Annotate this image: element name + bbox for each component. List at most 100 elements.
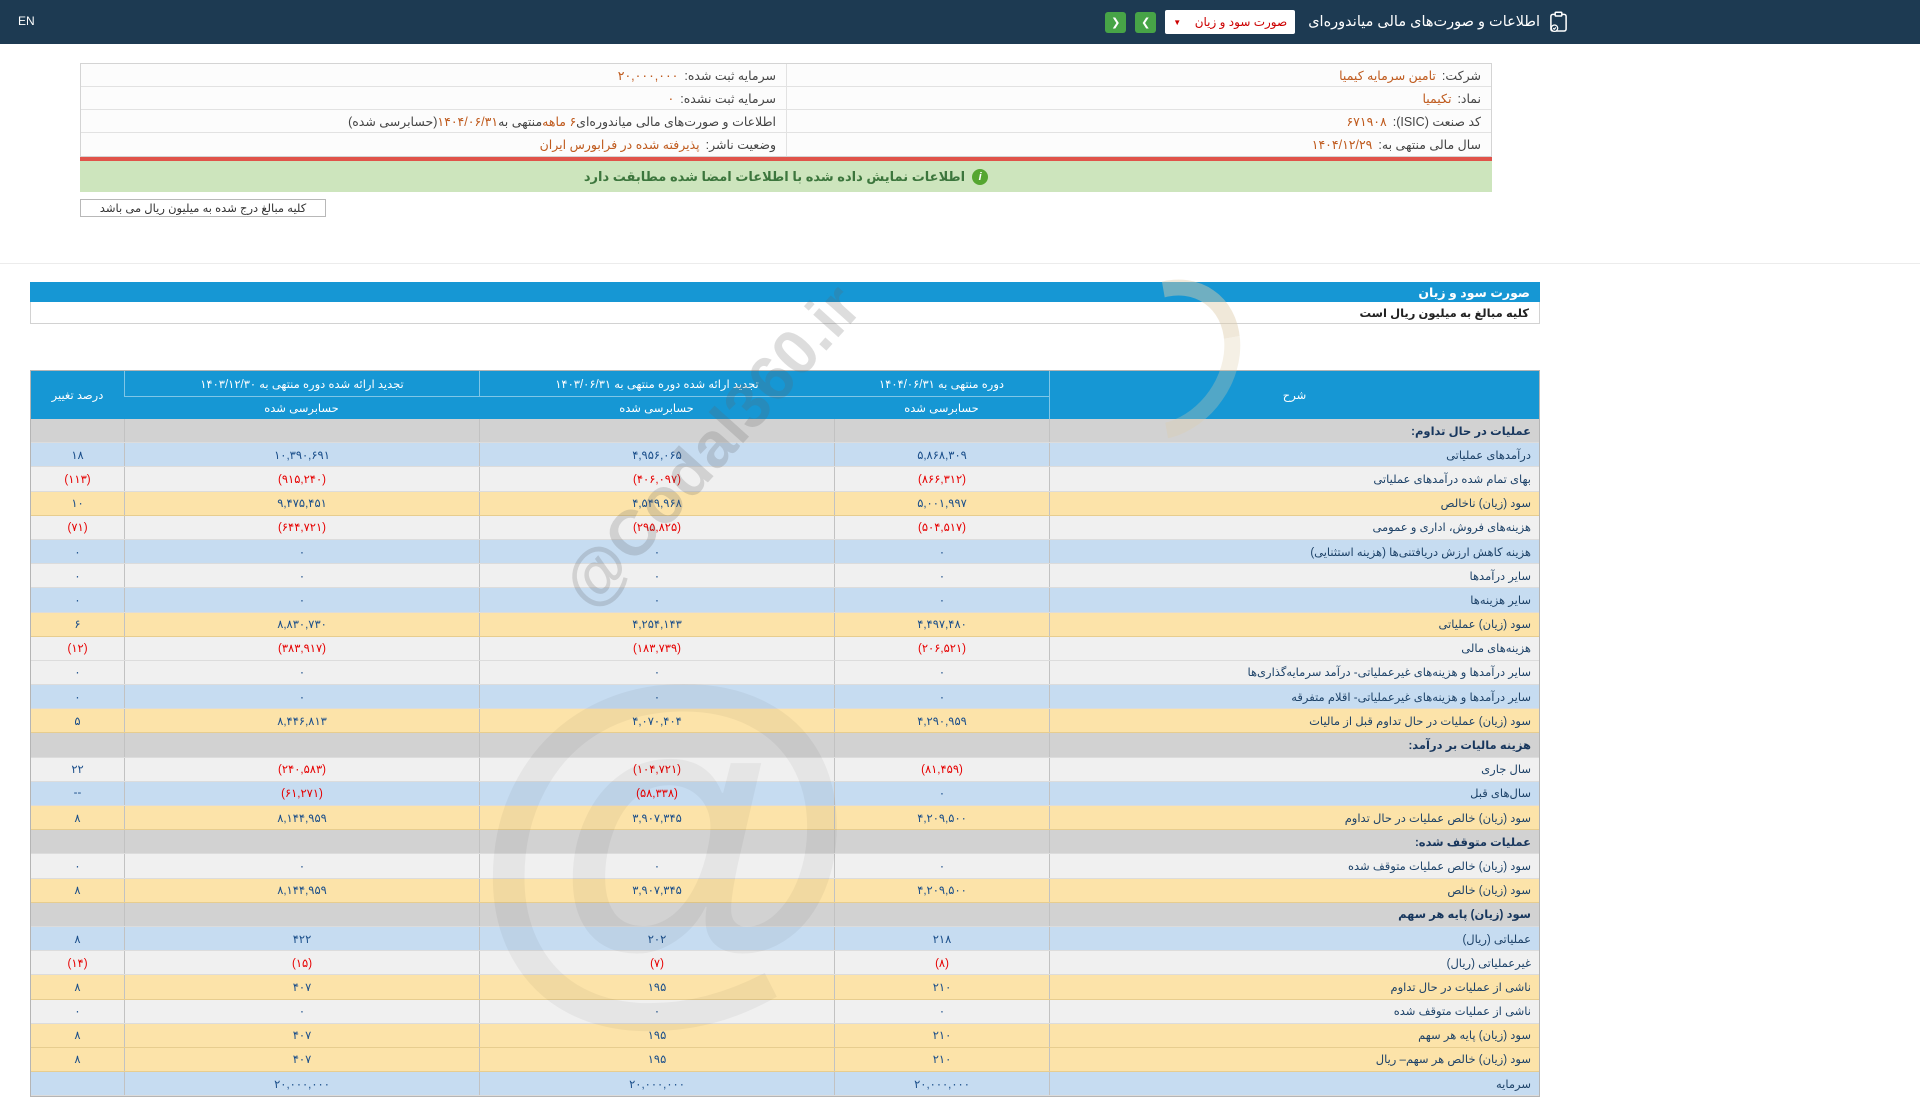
row-value: ۸,۴۴۶,۸۱۳: [124, 709, 479, 733]
table-row: سایر درآمدها ۰ ۰ ۰ ۰: [31, 564, 1539, 589]
row-value: [834, 830, 1049, 854]
row-label: سایر درآمدها: [1049, 564, 1539, 588]
table-section-row: هزینه مالیات بر درآمد:: [31, 733, 1539, 758]
row-value: (۱۸۳,۷۳۹): [479, 636, 834, 660]
table-row: سرمایه ۲۰,۰۰۰,۰۰۰ ۲۰,۰۰۰,۰۰۰ ۲۰,۰۰۰,۰۰۰: [31, 1072, 1539, 1097]
table-row: هزینه‌های فروش، اداری و عمومی (۵۰۴,۵۱۷) (۲…: [31, 515, 1539, 540]
row-value: ۰: [124, 685, 479, 709]
chevron-down-icon: ▼: [1173, 17, 1182, 27]
row-value: ۰: [74, 1006, 81, 1019]
row-value: ۰: [74, 546, 81, 559]
unregistered-capital-label: سرمایه ثبت نشده:: [680, 91, 776, 106]
company-name-value: تامین سرمایه کیمیا: [1339, 68, 1436, 83]
table-section-row: عملیات متوقف شده:: [31, 830, 1539, 855]
row-value: ۰: [74, 570, 81, 583]
isic-code-value: ۶۷۱۹۰۸: [1346, 114, 1387, 129]
language-toggle-en[interactable]: EN: [18, 14, 35, 28]
ticker-cell: نماد: تکیمیا: [786, 87, 1491, 109]
row-value: ۰: [479, 660, 834, 685]
company-info-row: کد صنعت (ISIC): ۶۷۱۹۰۸ اطلاعات و صورت‌ها…: [81, 110, 1491, 133]
previous-statement-button[interactable]: ❮: [1105, 11, 1127, 33]
row-value: ۴۰۷: [124, 1047, 479, 1072]
fiscal-year-label: سال مالی منتهی به:: [1378, 138, 1481, 152]
row-value: ۰: [834, 685, 1049, 709]
row-label: سایر درآمدها و هزینه‌های غیرعملیاتی- درآ…: [1049, 660, 1539, 685]
row-label: سایر درآمدها و هزینه‌های غیرعملیاتی- اقل…: [1049, 685, 1539, 709]
company-info-row: شرکت: تامین سرمایه کیمیا سرمایه ثبت شده:…: [81, 64, 1491, 87]
row-value: ۸,۱۴۴,۹۵۹: [124, 878, 479, 902]
row-value: [31, 733, 124, 756]
company-info-row: سال مالی منتهی به: ۱۴۰۴/۱۲/۲۹ وضعیت ناشر…: [81, 133, 1491, 156]
row-label: سال‌های قبل: [1049, 781, 1539, 805]
row-value: ۰: [74, 691, 81, 704]
row-label: سود (زیان) پایه هر سهم: [1049, 1023, 1539, 1047]
row-value: ۲۲: [71, 764, 84, 777]
row-value: [834, 902, 1049, 926]
next-statement-button[interactable]: ❯: [1135, 11, 1157, 33]
row-value: --: [73, 787, 82, 800]
row-value: ۵: [74, 715, 81, 728]
period-length-highlight: ۶ ماهه: [542, 114, 577, 129]
row-value: ۲۰۲: [479, 926, 834, 951]
row-value: ۰: [479, 564, 834, 588]
row-value: ۴,۵۴۹,۹۶۸: [479, 491, 834, 515]
company-name-label: شرکت:: [1441, 68, 1481, 83]
row-value: ۵,۸۶۸,۳۰۹: [834, 443, 1049, 467]
row-value: ۰: [124, 660, 479, 685]
statement-unit-text: کلیه مبالغ به میلیون ریال است: [1359, 307, 1529, 320]
table-row: سود (زیان) خالص عملیات در حال تداوم ۴,۲۰۹…: [31, 806, 1539, 831]
statement-title-bar: صورت سود و زیان: [30, 282, 1540, 302]
row-value: ۰: [74, 860, 81, 873]
table-section-row: عملیات در حال تداوم:: [31, 419, 1539, 444]
row-value: (۱۰۴,۷۲۱): [479, 757, 834, 781]
row-value: (۸۱,۴۵۹): [834, 757, 1049, 781]
table-row: ناشی از عملیات در حال تداوم ۲۱۰ ۱۹۵ ۴۰۷ ۸: [31, 975, 1539, 1000]
row-value: [479, 830, 834, 854]
table-row: سایر هزینه‌ها ۰ ۰ ۰ ۰: [31, 588, 1539, 613]
period-end-date-highlight: ۱۴۰۴/۰۶/۳۱: [437, 114, 499, 129]
row-value: (۶۱,۲۷۱): [124, 781, 479, 805]
table-row: عملیاتی (ریال) ۲۱۸ ۲۰۲ ۴۲۲ ۸: [31, 926, 1539, 952]
row-value: ۳,۹۰۷,۳۴۵: [479, 806, 834, 830]
row-value: ۴,۲۰۹,۵۰۰: [834, 878, 1049, 902]
row-label: سود (زیان) خالص عملیات در حال تداوم: [1049, 806, 1539, 830]
row-value: ۲۰,۰۰۰,۰۰۰: [479, 1072, 834, 1096]
row-label: ناشی از عملیات در حال تداوم: [1049, 975, 1539, 999]
header-restated-yearend-column: تجدید ارائه شده دوره منتهی به ۱۴۰۳/۱۲/۳۰…: [124, 371, 479, 419]
fiscal-year-value: ۱۴۰۴/۱۲/۲۹: [1311, 138, 1373, 152]
table-row: سال‌های قبل ۰ (۵۸,۳۳۸) (۶۱,۲۷۱) --: [31, 781, 1539, 806]
row-value: ۴۰۷: [124, 1023, 479, 1047]
row-value: [31, 1072, 124, 1095]
table-row: سود (زیان) عملیات در حال تداوم قبل از ما…: [31, 709, 1539, 734]
row-label: سایر هزینه‌ها: [1049, 588, 1539, 612]
row-value: ۱۰,۳۹۰,۶۹۱: [124, 443, 479, 467]
statement-type-dropdown[interactable]: صورت سود و زیان ▼: [1165, 10, 1296, 34]
statement-type-value: صورت سود و زیان: [1194, 15, 1288, 29]
row-value: ۰: [124, 564, 479, 588]
row-value: ۸: [74, 1030, 81, 1043]
issuer-status-cell: وضعیت ناشر: پذیرفته شده در فرابورس ایران: [81, 133, 786, 156]
row-value: ۴۲۲: [124, 926, 479, 951]
row-value: ۰: [479, 588, 834, 612]
row-value: (۵۰۴,۵۱۷): [834, 515, 1049, 539]
row-label: عملیات در حال تداوم:: [1049, 419, 1539, 443]
signature-match-banner: i اطلاعات نمایش داده شده با اطلاعات امضا…: [80, 161, 1492, 192]
table-row: سایر درآمدها و هزینه‌های غیرعملیاتی- درآ…: [31, 660, 1539, 686]
table-row: غیرعملیاتی (ریال) (۸) (۷) (۱۵) (۱۴): [31, 951, 1539, 976]
row-value: [31, 830, 124, 853]
statement-unit-row: کلیه مبالغ به میلیون ریال است: [30, 302, 1540, 324]
row-value: ۵,۰۰۱,۹۹۷: [834, 491, 1049, 515]
row-value: [834, 733, 1049, 757]
row-label: بهای تمام شده درآمدهای عملیاتی: [1049, 467, 1539, 491]
row-value: [124, 419, 479, 443]
row-value: [479, 733, 834, 757]
red-separator-line: [80, 157, 1492, 161]
row-value: [124, 902, 479, 926]
isic-code-label: کد صنعت (ISIC):: [1392, 114, 1481, 129]
row-value: ۸,۱۴۴,۹۵۹: [124, 806, 479, 830]
row-value: ۰: [834, 781, 1049, 805]
chevron-right-icon: ❯: [1141, 16, 1151, 29]
registered-capital-label: سرمایه ثبت شده:: [684, 68, 776, 83]
row-value: (۷۱): [67, 522, 88, 535]
company-info-row: نماد: تکیمیا سرمایه ثبت نشده: ۰: [81, 87, 1491, 110]
